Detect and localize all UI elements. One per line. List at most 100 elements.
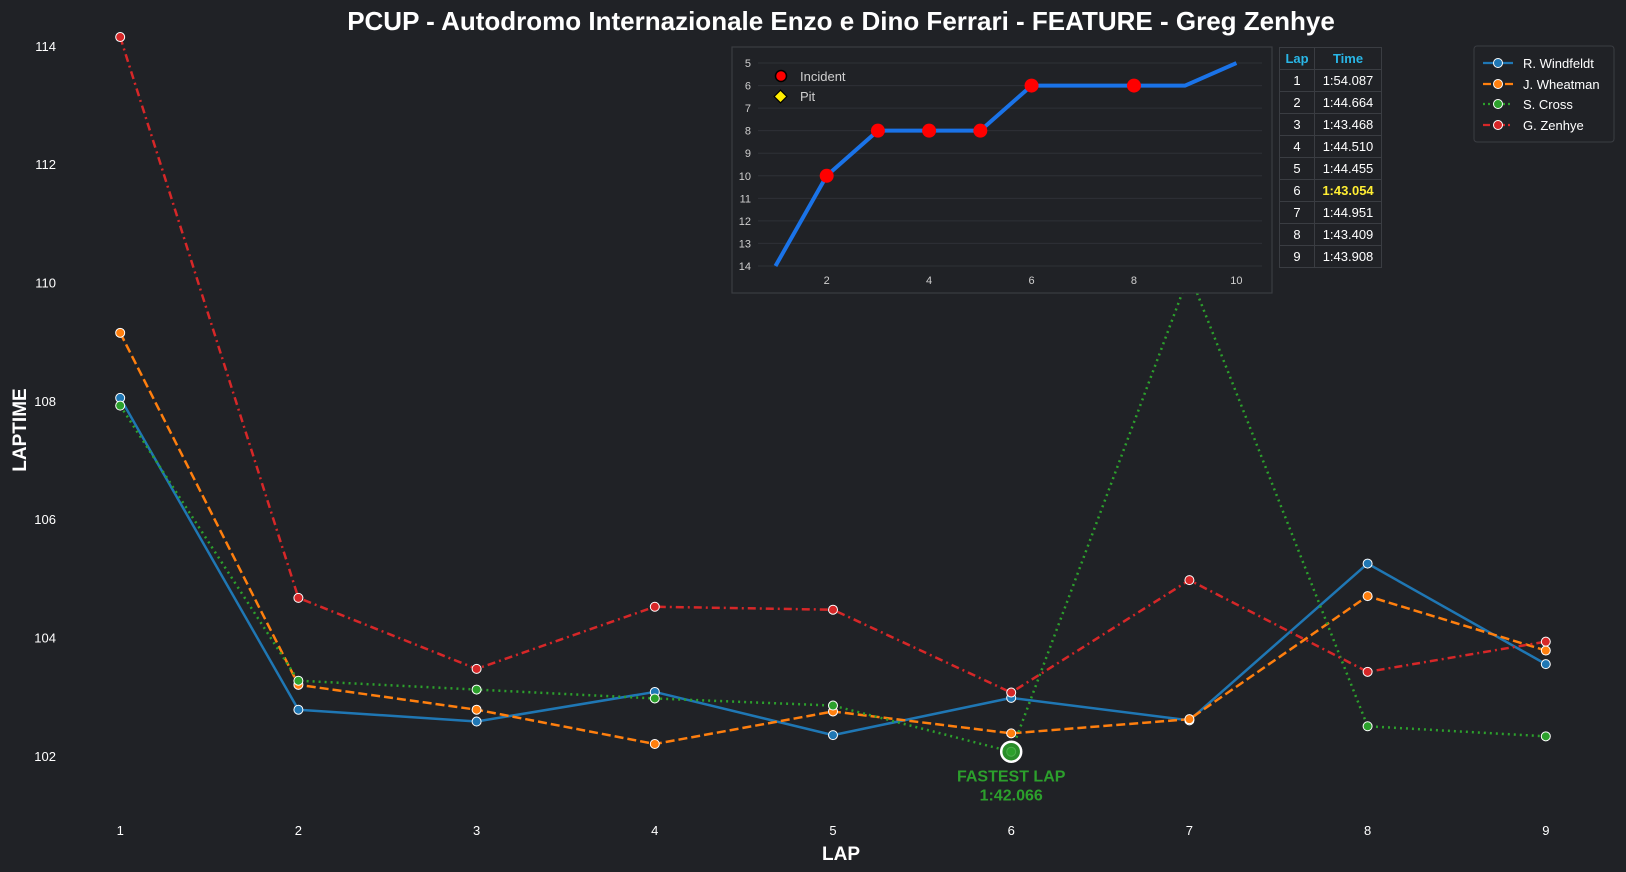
incident-marker xyxy=(870,123,885,138)
series-line xyxy=(119,332,1547,746)
x-tick-label: 3 xyxy=(473,823,480,838)
data-point xyxy=(1006,728,1017,739)
series-line xyxy=(119,272,1546,753)
data-point xyxy=(471,663,482,674)
series-3 xyxy=(115,268,1551,757)
fastest-lap-annotation: FASTEST LAP 1:42.066 xyxy=(957,740,1066,805)
series-4 xyxy=(115,32,1551,698)
incident-legend-icon xyxy=(774,69,788,83)
series-2 xyxy=(115,327,1551,750)
x-tick-label: 1 xyxy=(117,823,124,838)
inset-legend-label: Incident xyxy=(800,69,846,84)
y-tick-labels: 102 104 106 108 110 112 114 xyxy=(34,39,56,764)
lap-time-cell: 1:44.510 xyxy=(1314,135,1382,158)
inset-x-tick-label: 2 xyxy=(824,275,830,287)
data-point xyxy=(1362,721,1373,732)
lap-times-table: Lap Time 1 1:54.087 2 1:44.664 3 1:43.468 4 1:4… xyxy=(1279,47,1382,268)
table-row: 5 1:44.455 xyxy=(1279,157,1382,180)
table-row: 1 1:54.087 xyxy=(1279,69,1382,92)
inset-y-tick-label: 13 xyxy=(739,238,751,250)
series-1 xyxy=(115,392,1551,741)
data-point xyxy=(1540,731,1551,742)
data-point xyxy=(1184,714,1195,725)
inset-legend-label: Pit xyxy=(800,89,816,104)
lap-time-cell: 1:43.409 xyxy=(1314,223,1382,246)
incident-marker xyxy=(922,123,937,138)
position-line xyxy=(773,61,1238,267)
inset-y-tick-label: 5 xyxy=(745,58,751,70)
legend-label: G. Zenhye xyxy=(1523,118,1584,133)
inset-x-tick-labels: 2 4 6 8 10 xyxy=(824,275,1243,287)
data-point xyxy=(1540,645,1551,656)
data-point xyxy=(649,601,660,612)
data-point xyxy=(1362,666,1373,677)
inset-y-tick-label: 12 xyxy=(739,216,751,228)
lap-number-cell: 3 xyxy=(1279,113,1315,136)
data-point xyxy=(828,700,838,711)
legend: R. Windfeldt J. Wheatman S. Cross G. Zen… xyxy=(1473,45,1615,143)
incident-marker xyxy=(973,123,988,138)
inset-x-tick-label: 4 xyxy=(926,275,932,287)
table-row: 6 1:43.054 xyxy=(1279,179,1382,202)
inset-y-tick-label: 6 xyxy=(745,81,751,93)
pit-legend-icon xyxy=(773,89,788,104)
x-tick-label: 2 xyxy=(295,823,302,838)
legend-frame xyxy=(1473,45,1615,143)
lap-time-cell: 1:54.087 xyxy=(1314,69,1382,92)
data-point xyxy=(1540,659,1551,670)
lap-time-cell: 1:44.455 xyxy=(1314,157,1382,180)
lap-time-cell: 1:43.468 xyxy=(1314,113,1382,136)
y-axis-label: LAPTIME xyxy=(10,388,31,471)
y-tick-label: 102 xyxy=(34,749,56,764)
y-tick-label: 106 xyxy=(34,512,56,527)
data-point xyxy=(471,704,482,715)
lap-time-cell: 1:44.951 xyxy=(1314,201,1382,224)
x-tick-label: 7 xyxy=(1186,823,1193,838)
table-row: 7 1:44.951 xyxy=(1279,201,1382,224)
y-tick-label: 112 xyxy=(35,157,56,172)
lap-number-cell: 1 xyxy=(1279,69,1315,92)
series-line xyxy=(119,397,1547,737)
inset-y-tick-label: 14 xyxy=(739,261,751,273)
inset-y-tick-label: 7 xyxy=(745,103,751,115)
data-point xyxy=(649,693,660,704)
incident-marker xyxy=(1126,78,1141,93)
inset-y-tick-label: 11 xyxy=(740,193,751,205)
inset-y-tick-label: 10 xyxy=(739,171,751,183)
lap-number-cell: 2 xyxy=(1279,91,1315,114)
inset-y-tick-label: 9 xyxy=(745,148,751,160)
inset-frame xyxy=(731,46,1273,294)
chart-title: PCUP - Autodromo Internazionale Enzo e D… xyxy=(347,6,1335,36)
inset-legend: Incident Pit xyxy=(773,69,846,104)
inset-y-tick-label: 8 xyxy=(745,126,751,138)
incident-markers xyxy=(819,78,1141,183)
incident-marker xyxy=(1024,78,1039,93)
data-point xyxy=(115,32,126,43)
table-row: 2 1:44.664 xyxy=(1279,91,1382,114)
data-point xyxy=(1362,591,1373,602)
legend-label: R. Windfeldt xyxy=(1523,56,1594,71)
column-header: Lap xyxy=(1279,47,1315,70)
lap-time-cell: 1:44.664 xyxy=(1314,91,1382,114)
inset-x-tick-label: 10 xyxy=(1230,275,1242,287)
data-point xyxy=(1540,636,1551,647)
x-tick-label: 9 xyxy=(1542,823,1549,838)
x-tick-label: 4 xyxy=(651,823,658,838)
lap-number-cell: 9 xyxy=(1279,245,1315,268)
x-tick-labels: 1 2 3 4 5 6 7 8 9 xyxy=(117,823,1550,838)
position-inset-chart: 5 6 7 8 9 10 11 12 13 14 2 4 6 8 10 Incident Pit xyxy=(731,46,1273,294)
lap-number-cell: 5 xyxy=(1279,157,1315,180)
inset-y-tick-labels: 5 6 7 8 9 10 11 12 13 14 xyxy=(739,58,751,273)
legend-entry-wheatman: J. Wheatman xyxy=(1483,77,1600,92)
data-point xyxy=(1006,687,1017,698)
lap-time-cell: 1:43.054 xyxy=(1314,179,1382,202)
data-point xyxy=(115,400,126,411)
data-point xyxy=(293,675,304,686)
table-row: 8 1:43.409 xyxy=(1279,223,1382,246)
data-point xyxy=(828,604,838,615)
incident-marker xyxy=(819,168,834,183)
x-tick-label: 6 xyxy=(1008,823,1015,838)
fastest-lap-label: FASTEST LAP xyxy=(957,769,1066,786)
data-point xyxy=(1362,558,1373,569)
x-axis-label: LAP xyxy=(822,844,860,865)
